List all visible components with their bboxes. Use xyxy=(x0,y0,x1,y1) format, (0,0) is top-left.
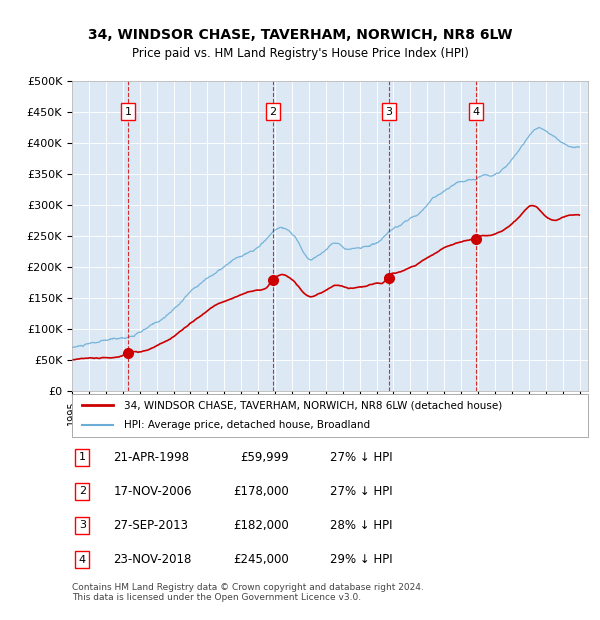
FancyBboxPatch shape xyxy=(72,394,588,437)
Text: Contains HM Land Registry data © Crown copyright and database right 2024.
This d: Contains HM Land Registry data © Crown c… xyxy=(72,583,424,602)
Text: Price paid vs. HM Land Registry's House Price Index (HPI): Price paid vs. HM Land Registry's House … xyxy=(131,46,469,60)
Text: 2: 2 xyxy=(79,486,86,497)
Text: 27% ↓ HPI: 27% ↓ HPI xyxy=(330,451,392,464)
Text: 34, WINDSOR CHASE, TAVERHAM, NORWICH, NR8 6LW: 34, WINDSOR CHASE, TAVERHAM, NORWICH, NR… xyxy=(88,28,512,42)
Text: 23-NOV-2018: 23-NOV-2018 xyxy=(113,553,191,566)
Text: £178,000: £178,000 xyxy=(233,485,289,498)
Text: 34, WINDSOR CHASE, TAVERHAM, NORWICH, NR8 6LW (detached house): 34, WINDSOR CHASE, TAVERHAM, NORWICH, NR… xyxy=(124,401,502,410)
Text: £182,000: £182,000 xyxy=(233,519,289,532)
Text: 29% ↓ HPI: 29% ↓ HPI xyxy=(330,553,392,566)
Text: 4: 4 xyxy=(79,554,86,565)
Text: £59,999: £59,999 xyxy=(240,451,289,464)
Text: 3: 3 xyxy=(386,107,392,117)
Text: 4: 4 xyxy=(473,107,480,117)
Text: 28% ↓ HPI: 28% ↓ HPI xyxy=(330,519,392,532)
Text: 21-APR-1998: 21-APR-1998 xyxy=(113,451,189,464)
Text: 1: 1 xyxy=(79,452,86,463)
Text: 2: 2 xyxy=(269,107,277,117)
Text: 27-SEP-2013: 27-SEP-2013 xyxy=(113,519,188,532)
Text: 3: 3 xyxy=(79,520,86,531)
Text: 1: 1 xyxy=(124,107,131,117)
Text: £245,000: £245,000 xyxy=(233,553,289,566)
Text: 17-NOV-2006: 17-NOV-2006 xyxy=(113,485,192,498)
Text: 27% ↓ HPI: 27% ↓ HPI xyxy=(330,485,392,498)
Text: HPI: Average price, detached house, Broadland: HPI: Average price, detached house, Broa… xyxy=(124,420,370,430)
